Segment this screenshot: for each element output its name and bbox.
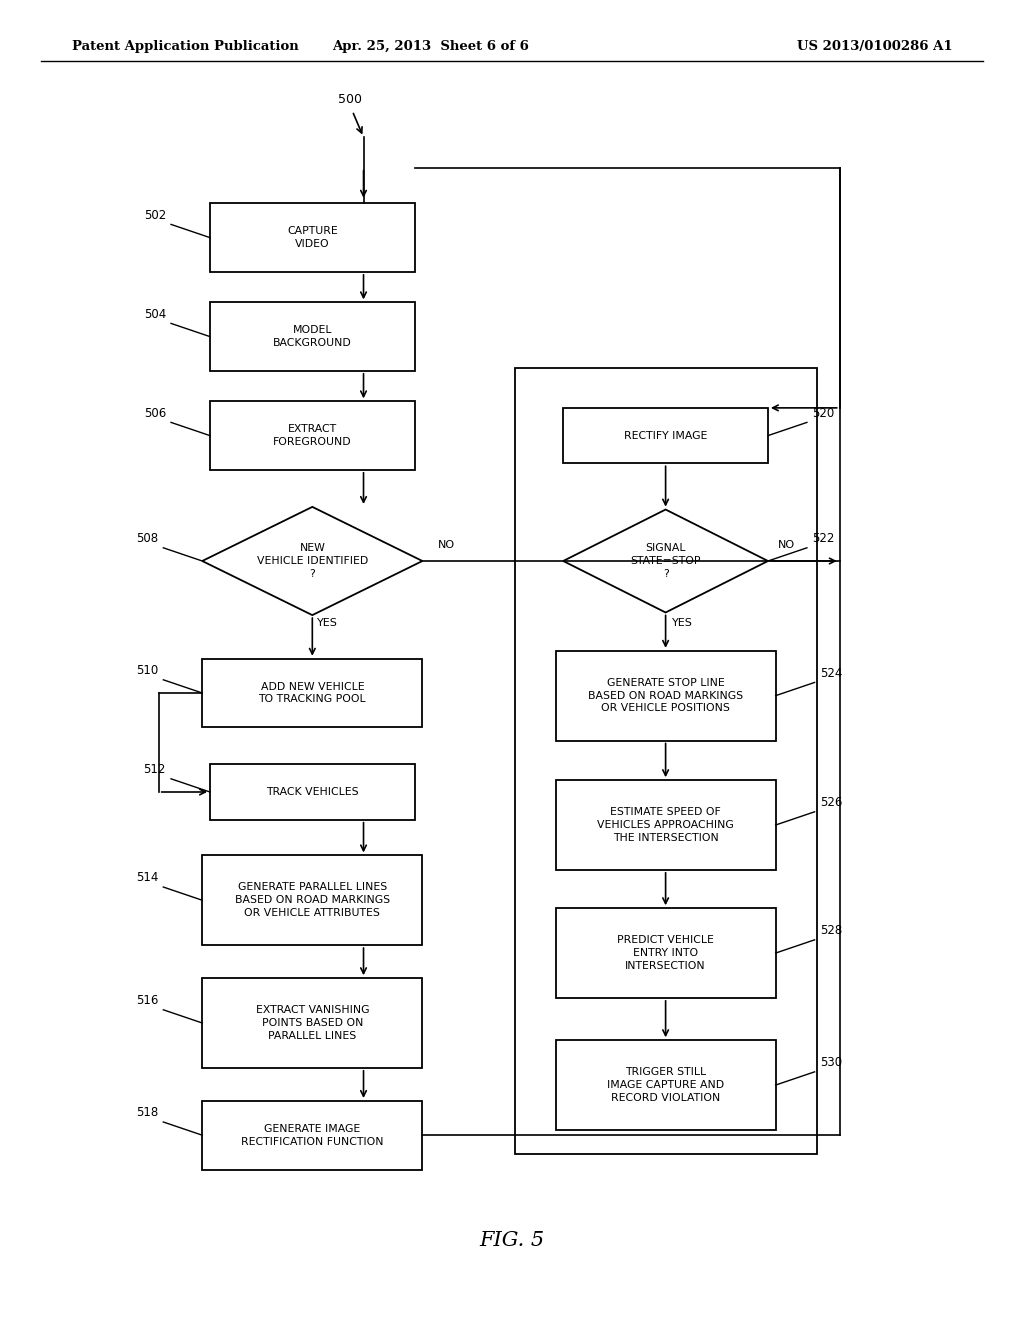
Text: EXTRACT
FOREGROUND: EXTRACT FOREGROUND — [273, 424, 351, 447]
Text: EXTRACT VANISHING
POINTS BASED ON
PARALLEL LINES: EXTRACT VANISHING POINTS BASED ON PARALL… — [256, 1006, 369, 1040]
Polygon shape — [203, 507, 422, 615]
Text: NO: NO — [778, 540, 796, 550]
Text: 504: 504 — [143, 308, 166, 321]
Text: 530: 530 — [820, 1056, 842, 1069]
Text: NO: NO — [438, 540, 455, 550]
Text: FIG. 5: FIG. 5 — [479, 1232, 545, 1250]
Text: ADD NEW VEHICLE
TO TRACKING POOL: ADD NEW VEHICLE TO TRACKING POOL — [258, 681, 367, 705]
FancyBboxPatch shape — [210, 401, 415, 470]
Text: GENERATE PARALLEL LINES
BASED ON ROAD MARKINGS
OR VEHICLE ATTRIBUTES: GENERATE PARALLEL LINES BASED ON ROAD MA… — [234, 883, 390, 917]
Text: 508: 508 — [136, 532, 158, 545]
Text: 516: 516 — [136, 994, 158, 1007]
Text: ESTIMATE SPEED OF
VEHICLES APPROACHING
THE INTERSECTION: ESTIMATE SPEED OF VEHICLES APPROACHING T… — [597, 808, 734, 842]
Text: GENERATE STOP LINE
BASED ON ROAD MARKINGS
OR VEHICLE POSITIONS: GENERATE STOP LINE BASED ON ROAD MARKING… — [588, 678, 743, 713]
Polygon shape — [563, 510, 768, 612]
Text: CAPTURE
VIDEO: CAPTURE VIDEO — [287, 226, 338, 249]
Text: 522: 522 — [812, 532, 835, 545]
FancyBboxPatch shape — [563, 408, 768, 463]
Text: 528: 528 — [820, 924, 842, 937]
FancyBboxPatch shape — [555, 780, 776, 870]
Text: Patent Application Publication: Patent Application Publication — [72, 40, 298, 53]
FancyBboxPatch shape — [210, 203, 415, 272]
Text: 518: 518 — [136, 1106, 158, 1119]
Text: SIGNAL
STATE=STOP
?: SIGNAL STATE=STOP ? — [631, 544, 700, 578]
Text: 500: 500 — [338, 92, 361, 106]
Text: 526: 526 — [820, 796, 842, 809]
Text: 502: 502 — [143, 209, 166, 222]
Text: Apr. 25, 2013  Sheet 6 of 6: Apr. 25, 2013 Sheet 6 of 6 — [332, 40, 528, 53]
Text: 514: 514 — [136, 871, 158, 884]
FancyBboxPatch shape — [210, 764, 415, 820]
Text: 520: 520 — [812, 407, 835, 420]
FancyBboxPatch shape — [203, 855, 422, 945]
Text: YES: YES — [672, 618, 692, 628]
FancyBboxPatch shape — [210, 302, 415, 371]
Text: TRACK VEHICLES: TRACK VEHICLES — [266, 787, 358, 797]
FancyBboxPatch shape — [555, 651, 776, 741]
Text: US 2013/0100286 A1: US 2013/0100286 A1 — [797, 40, 952, 53]
Text: RECTIFY IMAGE: RECTIFY IMAGE — [624, 430, 708, 441]
Text: TRIGGER STILL
IMAGE CAPTURE AND
RECORD VIOLATION: TRIGGER STILL IMAGE CAPTURE AND RECORD V… — [607, 1068, 724, 1102]
FancyBboxPatch shape — [203, 659, 422, 727]
FancyBboxPatch shape — [203, 1101, 422, 1170]
Text: 506: 506 — [143, 407, 166, 420]
Text: PREDICT VEHICLE
ENTRY INTO
INTERSECTION: PREDICT VEHICLE ENTRY INTO INTERSECTION — [617, 936, 714, 970]
Text: GENERATE IMAGE
RECTIFICATION FUNCTION: GENERATE IMAGE RECTIFICATION FUNCTION — [241, 1123, 384, 1147]
Text: 510: 510 — [136, 664, 158, 677]
Text: YES: YES — [317, 618, 338, 628]
Text: 524: 524 — [820, 667, 842, 680]
Text: NEW
VEHICLE IDENTIFIED
?: NEW VEHICLE IDENTIFIED ? — [257, 544, 368, 578]
Text: MODEL
BACKGROUND: MODEL BACKGROUND — [273, 325, 351, 348]
Text: 512: 512 — [143, 763, 166, 776]
FancyBboxPatch shape — [203, 978, 422, 1068]
FancyBboxPatch shape — [555, 908, 776, 998]
FancyBboxPatch shape — [555, 1040, 776, 1130]
